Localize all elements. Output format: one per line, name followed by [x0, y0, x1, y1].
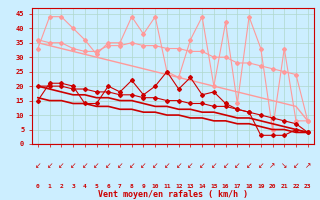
Text: 14: 14 — [198, 184, 206, 188]
Text: ↙: ↙ — [82, 162, 88, 170]
Text: ↙: ↙ — [70, 162, 76, 170]
Text: 19: 19 — [257, 184, 265, 188]
Text: ↙: ↙ — [117, 162, 123, 170]
Text: ↙: ↙ — [140, 162, 147, 170]
Text: 8: 8 — [130, 184, 134, 188]
Text: ↙: ↙ — [199, 162, 205, 170]
Text: ↙: ↙ — [105, 162, 111, 170]
Text: ↗: ↗ — [305, 162, 311, 170]
Text: 5: 5 — [95, 184, 99, 188]
Text: 15: 15 — [210, 184, 218, 188]
Text: Vent moyen/en rafales ( km/h ): Vent moyen/en rafales ( km/h ) — [98, 190, 248, 199]
Text: 6: 6 — [106, 184, 110, 188]
Text: ↙: ↙ — [46, 162, 53, 170]
Text: 20: 20 — [269, 184, 276, 188]
Text: 2: 2 — [60, 184, 63, 188]
Text: 3: 3 — [71, 184, 75, 188]
Text: 9: 9 — [141, 184, 145, 188]
Text: ↙: ↙ — [152, 162, 158, 170]
Text: ↙: ↙ — [258, 162, 264, 170]
Text: ↙: ↙ — [222, 162, 229, 170]
Text: ↙: ↙ — [164, 162, 170, 170]
Text: 18: 18 — [245, 184, 253, 188]
Text: ↗: ↗ — [269, 162, 276, 170]
Text: ↙: ↙ — [35, 162, 41, 170]
Text: 22: 22 — [292, 184, 300, 188]
Text: ↙: ↙ — [211, 162, 217, 170]
Text: 16: 16 — [222, 184, 229, 188]
Text: 4: 4 — [83, 184, 87, 188]
Text: ↙: ↙ — [129, 162, 135, 170]
Text: 0: 0 — [36, 184, 40, 188]
Text: 23: 23 — [304, 184, 311, 188]
Text: 10: 10 — [151, 184, 159, 188]
Text: 21: 21 — [281, 184, 288, 188]
Text: ↙: ↙ — [293, 162, 299, 170]
Text: 11: 11 — [163, 184, 171, 188]
Text: ↙: ↙ — [58, 162, 65, 170]
Text: 7: 7 — [118, 184, 122, 188]
Text: 17: 17 — [234, 184, 241, 188]
Text: 12: 12 — [175, 184, 182, 188]
Text: ↙: ↙ — [246, 162, 252, 170]
Text: 1: 1 — [48, 184, 52, 188]
Text: 13: 13 — [187, 184, 194, 188]
Text: ↙: ↙ — [93, 162, 100, 170]
Text: ↘: ↘ — [281, 162, 287, 170]
Text: ↙: ↙ — [187, 162, 194, 170]
Text: ↙: ↙ — [175, 162, 182, 170]
Text: ↙: ↙ — [234, 162, 241, 170]
